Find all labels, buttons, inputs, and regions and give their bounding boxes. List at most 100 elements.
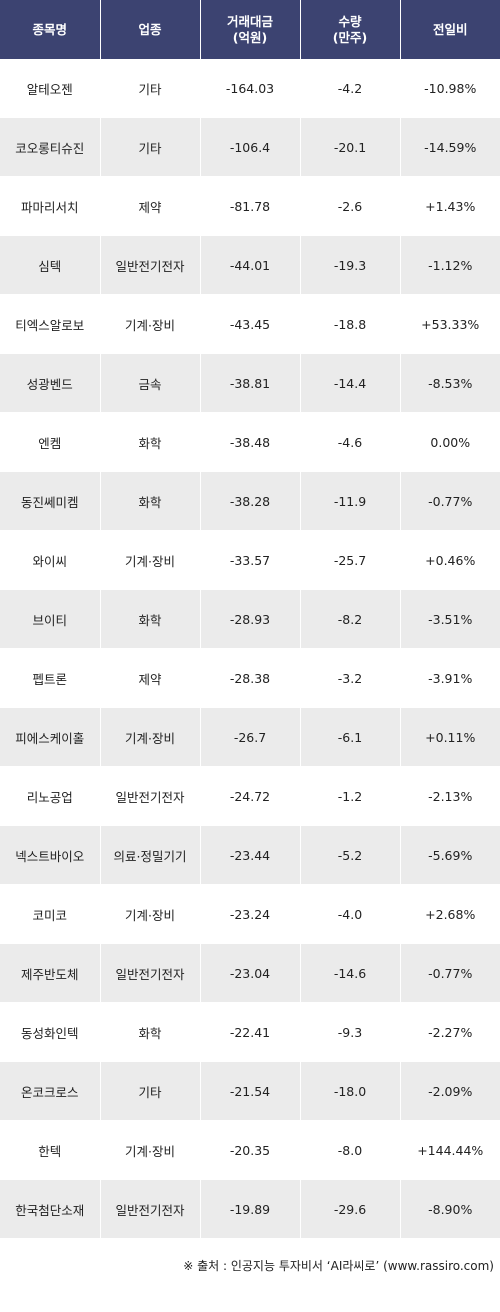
change-cell: +0.11% — [399, 707, 500, 767]
volume-cell: -29.6 — [299, 1179, 400, 1239]
volume-cell: -19.3 — [299, 235, 400, 295]
table-row: 피에스케이홀 기계·장비 -26.7 -6.1 +0.11% — [0, 707, 500, 767]
stock-name-cell: 와이씨 — [0, 530, 100, 590]
stock-name-cell: 피에스케이홀 — [0, 707, 100, 767]
table-row: 리노공업 일반전기전자 -24.72 -1.2 -2.13% — [0, 766, 500, 826]
header-amount: 거래대금 (억원) — [199, 0, 300, 59]
stock-name-cell: 코오롱티슈진 — [0, 117, 100, 177]
change-cell: -10.98% — [399, 59, 500, 118]
amount-cell: -43.45 — [199, 294, 300, 354]
sector-cell: 일반전기전자 — [99, 235, 200, 295]
sector-cell: 기계·장비 — [99, 530, 200, 590]
table-row: 엔켐 화학 -38.48 -4.6 0.00% — [0, 412, 500, 472]
volume-cell: -4.0 — [299, 884, 400, 944]
volume-cell: -25.7 — [299, 530, 400, 590]
sector-cell: 기타 — [99, 1061, 200, 1121]
stock-name-cell: 코미코 — [0, 884, 100, 944]
change-cell: -0.77% — [399, 943, 500, 1003]
stock-name-cell: 리노공업 — [0, 766, 100, 826]
stock-name-cell: 넥스트바이오 — [0, 825, 100, 885]
amount-cell: -38.28 — [199, 471, 300, 531]
stock-name-cell: 제주반도체 — [0, 943, 100, 1003]
volume-cell: -5.2 — [299, 825, 400, 885]
sector-cell: 화학 — [99, 412, 200, 472]
sector-cell: 기계·장비 — [99, 707, 200, 767]
amount-cell: -44.01 — [199, 235, 300, 295]
table-row: 파마리서치 제약 -81.78 -2.6 +1.43% — [0, 176, 500, 236]
amount-cell: -23.04 — [199, 943, 300, 1003]
change-cell: +1.43% — [399, 176, 500, 236]
change-cell: -2.09% — [399, 1061, 500, 1121]
stock-name-cell: 한국첨단소재 — [0, 1179, 100, 1239]
sector-cell: 기타 — [99, 117, 200, 177]
volume-cell: -9.3 — [299, 1002, 400, 1062]
stock-name-cell: 심텍 — [0, 235, 100, 295]
amount-cell: -28.38 — [199, 648, 300, 708]
volume-cell: -18.0 — [299, 1061, 400, 1121]
volume-cell: -11.9 — [299, 471, 400, 531]
change-cell: -1.12% — [399, 235, 500, 295]
change-cell: 0.00% — [399, 412, 500, 472]
change-cell: +53.33% — [399, 294, 500, 354]
amount-cell: -164.03 — [199, 59, 300, 118]
sector-cell: 일반전기전자 — [99, 766, 200, 826]
volume-cell: -2.6 — [299, 176, 400, 236]
sector-cell: 화학 — [99, 1002, 200, 1062]
header-change: 전일비 — [399, 0, 500, 59]
change-cell: -3.91% — [399, 648, 500, 708]
header-volume: 수량 (만주) — [299, 0, 400, 59]
amount-cell: -33.57 — [199, 530, 300, 590]
amount-cell: -22.41 — [199, 1002, 300, 1062]
stock-name-cell: 펩트론 — [0, 648, 100, 708]
sector-cell: 제약 — [99, 648, 200, 708]
table-row: 제주반도체 일반전기전자 -23.04 -14.6 -0.77% — [0, 943, 500, 1003]
table-row: 동성화인텍 화학 -22.41 -9.3 -2.27% — [0, 1002, 500, 1062]
table-row: 코미코 기계·장비 -23.24 -4.0 +2.68% — [0, 884, 500, 944]
stock-name-cell: 온코크로스 — [0, 1061, 100, 1121]
volume-cell: -6.1 — [299, 707, 400, 767]
change-cell: -2.13% — [399, 766, 500, 826]
sector-cell: 기타 — [99, 59, 200, 118]
header-sector: 업종 — [99, 0, 200, 59]
sector-cell: 화학 — [99, 471, 200, 531]
volume-cell: -3.2 — [299, 648, 400, 708]
change-cell: -0.77% — [399, 471, 500, 531]
volume-cell: -14.6 — [299, 943, 400, 1003]
stock-name-cell: 한텍 — [0, 1120, 100, 1180]
volume-cell: -8.0 — [299, 1120, 400, 1180]
table-row: 성광벤드 금속 -38.81 -14.4 -8.53% — [0, 353, 500, 413]
stock-name-cell: 엔켐 — [0, 412, 100, 472]
table-row: 알테오젠 기타 -164.03 -4.2 -10.98% — [0, 59, 500, 118]
table-row: 넥스트바이오 의료·정밀기기 -23.44 -5.2 -5.69% — [0, 825, 500, 885]
amount-cell: -38.48 — [199, 412, 300, 472]
change-cell: -5.69% — [399, 825, 500, 885]
header-name: 종목명 — [0, 0, 100, 59]
table-row: 와이씨 기계·장비 -33.57 -25.7 +0.46% — [0, 530, 500, 590]
volume-cell: -4.2 — [299, 59, 400, 118]
change-cell: -8.90% — [399, 1179, 500, 1239]
header-row: 종목명 업종 거래대금 (억원) 수량 (만주) 전일비 — [0, 0, 500, 59]
sector-cell: 기계·장비 — [99, 294, 200, 354]
stock-name-cell: 티엑스알로보 — [0, 294, 100, 354]
table-row: 한국첨단소재 일반전기전자 -19.89 -29.6 -8.90% — [0, 1179, 500, 1239]
change-cell: +144.44% — [399, 1120, 500, 1180]
change-cell: -8.53% — [399, 353, 500, 413]
amount-cell: -81.78 — [199, 176, 300, 236]
stock-name-cell: 브이티 — [0, 589, 100, 649]
sector-cell: 금속 — [99, 353, 200, 413]
table-row: 코오롱티슈진 기타 -106.4 -20.1 -14.59% — [0, 117, 500, 177]
amount-cell: -23.44 — [199, 825, 300, 885]
amount-cell: -26.7 — [199, 707, 300, 767]
sector-cell: 제약 — [99, 176, 200, 236]
volume-cell: -18.8 — [299, 294, 400, 354]
amount-cell: -28.93 — [199, 589, 300, 649]
sector-cell: 기계·장비 — [99, 884, 200, 944]
change-cell: +2.68% — [399, 884, 500, 944]
table-row: 온코크로스 기타 -21.54 -18.0 -2.09% — [0, 1061, 500, 1121]
amount-cell: -38.81 — [199, 353, 300, 413]
change-cell: -14.59% — [399, 117, 500, 177]
amount-cell: -19.89 — [199, 1179, 300, 1239]
table-row: 티엑스알로보 기계·장비 -43.45 -18.8 +53.33% — [0, 294, 500, 354]
volume-cell: -14.4 — [299, 353, 400, 413]
volume-cell: -1.2 — [299, 766, 400, 826]
